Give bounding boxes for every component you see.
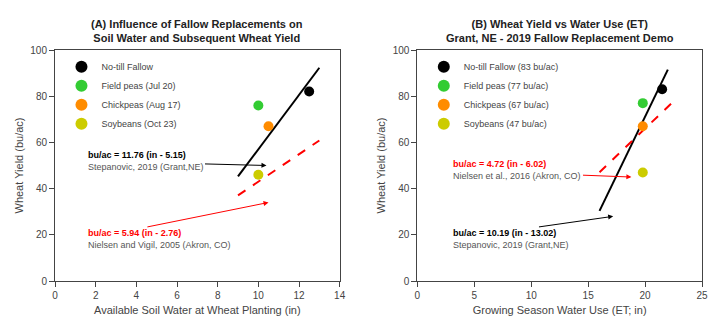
svg-text:Available Soil Water at Wheat: Available Soil Water at Wheat Planting (… <box>94 304 301 316</box>
svg-text:No-till Fallow (83 bu/ac): No-till Fallow (83 bu/ac) <box>464 62 559 72</box>
svg-text:bu/ac = 11.76 (in - 5.15)Stepa: bu/ac = 11.76 (in - 5.15)Stepanovic, 201… <box>88 150 204 172</box>
svg-text:bu/ac = 5.94 (in - 2.76)Nielse: bu/ac = 5.94 (in - 2.76)Nielsen and Vigi… <box>88 228 230 250</box>
svg-text:Field peas (77 bu/ac): Field peas (77 bu/ac) <box>464 81 549 91</box>
svg-text:10: 10 <box>253 290 265 301</box>
svg-text:Wheat Yield (bu/ac): Wheat Yield (bu/ac) <box>13 118 25 214</box>
svg-text:5: 5 <box>471 290 477 301</box>
svg-text:4: 4 <box>134 290 140 301</box>
svg-text:40: 40 <box>36 183 48 194</box>
svg-text:40: 40 <box>398 183 410 194</box>
svg-text:bu/ac = 4.72 (in - 6.02)Nielse: bu/ac = 4.72 (in - 6.02)Nielsen et al., … <box>453 159 581 181</box>
svg-text:10: 10 <box>526 290 538 301</box>
svg-text:(B) Wheat Yield vs Water Use (: (B) Wheat Yield vs Water Use (ET)Grant, … <box>446 18 674 44</box>
svg-text:bu/ac = 10.19 (in - 13.02)Step: bu/ac = 10.19 (in - 13.02)Stepanovic, 20… <box>453 228 569 250</box>
svg-text:60: 60 <box>398 137 410 148</box>
svg-text:Field peas (Jul 20): Field peas (Jul 20) <box>101 81 175 91</box>
svg-text:60: 60 <box>36 137 48 148</box>
svg-text:25: 25 <box>696 290 708 301</box>
svg-text:20: 20 <box>36 229 48 240</box>
svg-text:0: 0 <box>404 276 410 287</box>
svg-text:Chickpeas (67 bu/ac): Chickpeas (67 bu/ac) <box>464 100 549 110</box>
svg-text:Wheat Yield (bu/ac): Wheat Yield (bu/ac) <box>375 118 387 214</box>
svg-text:0: 0 <box>52 290 58 301</box>
svg-text:(A) Influence of Fallow Replac: (A) Influence of Fallow Replacements onS… <box>91 18 303 44</box>
svg-text:80: 80 <box>36 91 48 102</box>
svg-text:Growing Season Water Use (ET;: Growing Season Water Use (ET; in) <box>473 304 647 316</box>
svg-text:8: 8 <box>215 290 221 301</box>
svg-text:2: 2 <box>93 290 99 301</box>
svg-text:15: 15 <box>583 290 595 301</box>
svg-text:100: 100 <box>393 45 410 56</box>
svg-text:0: 0 <box>415 290 421 301</box>
svg-text:20: 20 <box>398 229 410 240</box>
svg-text:100: 100 <box>30 45 47 56</box>
svg-text:No-till Fallow: No-till Fallow <box>101 62 153 72</box>
svg-text:6: 6 <box>174 290 180 301</box>
svg-text:14: 14 <box>334 290 346 301</box>
svg-text:Soybeans (47 bu/ac): Soybeans (47 bu/ac) <box>464 119 547 129</box>
svg-text:12: 12 <box>293 290 305 301</box>
svg-text:20: 20 <box>639 290 651 301</box>
svg-text:Soybeans (Oct 23): Soybeans (Oct 23) <box>101 119 176 129</box>
svg-text:80: 80 <box>398 91 410 102</box>
svg-text:0: 0 <box>41 276 47 287</box>
svg-text:Chickpeas (Aug 17): Chickpeas (Aug 17) <box>101 100 180 110</box>
